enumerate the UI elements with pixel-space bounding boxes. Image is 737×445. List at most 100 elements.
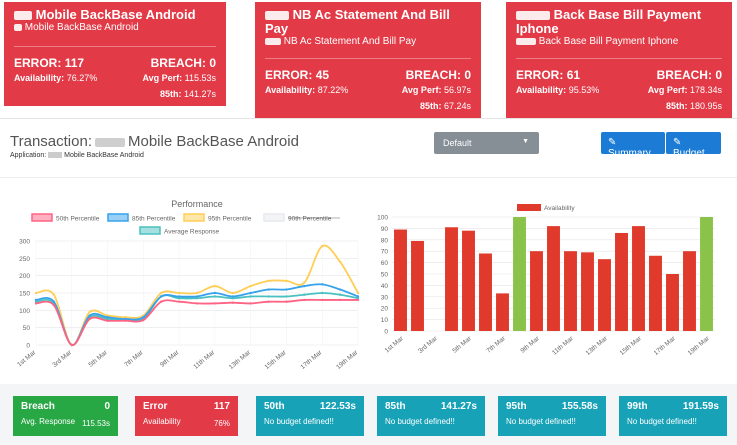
avg-perf-value: 56.97s [443, 85, 471, 95]
series-point [106, 319, 109, 322]
stat-sub-label: Avg. Response [21, 417, 76, 426]
series-point [34, 300, 38, 303]
card-subtitle: Mobile BackBase Android [14, 22, 216, 34]
redacted-block [516, 37, 536, 45]
stat-heading: Breach [21, 401, 55, 412]
stat-card-99th[interactable]: 99th 191.59s No budget defined!! [619, 396, 727, 436]
y-tick-label: 10 [381, 317, 389, 324]
p85-label: 85th: [159, 89, 182, 99]
x-tick-label: 13th Mar [228, 349, 253, 371]
performance-chart: Performance 50th Percentile 85th Percentil… [16, 199, 360, 371]
availability-bar [530, 251, 543, 331]
availability-bar [649, 255, 662, 331]
series-point [321, 298, 324, 302]
stat-card-breach[interactable]: Breach 0 Avg. Response 115.53s [13, 396, 118, 436]
series-point [52, 293, 56, 296]
series-point [52, 300, 56, 303]
transaction-name: Mobile BackBase Android [127, 133, 299, 150]
series-point [231, 295, 234, 298]
series-line [35, 292, 359, 346]
transaction-card-3[interactable]: Back Base Bill Payment Iphone Back Base … [506, 2, 732, 118]
legend-label: 85th Percentile [132, 216, 176, 223]
page-title: Transaction: Mobile BackBase Android [10, 133, 299, 150]
x-tick-label: 11th Mar [192, 349, 216, 371]
y-tick-label: 20 [381, 306, 389, 313]
availability-bar [479, 253, 492, 331]
application-line: Application: Mobile BackBase Android [10, 152, 144, 159]
availability-bar [615, 232, 628, 331]
legend-swatch [183, 213, 205, 222]
availability-bar [683, 251, 696, 331]
availability-bar [700, 217, 713, 331]
card-divider [265, 58, 471, 59]
y-tick-label: 40 [381, 283, 389, 290]
stat-sub-label: No budget defined!! [627, 417, 697, 426]
y-tick-label: 100 [377, 215, 388, 222]
stat-heading-value: 0 [104, 401, 110, 412]
series-point [249, 295, 252, 298]
legend-swatch [263, 213, 285, 222]
panel-divider [0, 177, 737, 178]
availability-value: 87.22% [317, 85, 349, 95]
x-tick-label: 19th Mar [335, 349, 360, 371]
stat-heading-value: 117 [213, 401, 230, 412]
stat-heading-value: 141.27s [440, 401, 477, 412]
series-point [285, 295, 288, 298]
x-tick-label: 9th Mar [159, 349, 181, 369]
stat-sub-value: 115.53s [82, 419, 110, 428]
availability-value: 95.53% [568, 85, 600, 95]
series-point [356, 295, 360, 298]
card-subtitle: NB Ac Statement And Bill Pay [265, 36, 471, 48]
availability-bar [581, 252, 594, 331]
card-title-text: Mobile BackBase Android [35, 7, 196, 22]
stat-card-95th[interactable]: 95th 155.58s No budget defined!! [498, 396, 606, 436]
series-point [34, 298, 38, 302]
series-point [142, 318, 145, 322]
stat-card-error[interactable]: Error 117 Availability 76% [135, 396, 238, 436]
availability-bar [598, 259, 611, 331]
breach-label: BREACH: [150, 56, 206, 70]
stat-heading: 50th [264, 401, 285, 412]
budget-button[interactable]: ✎ Budget [666, 132, 721, 159]
transaction-card-2[interactable]: NB Ac Statement And Bill Pay NB Ac State… [255, 2, 481, 118]
series-point [321, 283, 324, 286]
legend-label: 90th Percentile [288, 216, 332, 223]
summary-button[interactable]: ✎ Summary [601, 132, 665, 159]
series-point [34, 302, 38, 305]
series-point [177, 295, 181, 298]
card-title-text: NB Ac Statement And Bill Pay [265, 7, 450, 36]
legend-label: Average Response [164, 229, 220, 236]
series-point [124, 319, 127, 322]
series-point [249, 291, 252, 295]
avg-perf-label: Avg Perf: [401, 85, 442, 95]
y-tick-label: 150 [19, 291, 30, 298]
stat-card-50th[interactable]: 50th 122.53s No budget defined!! [256, 396, 364, 436]
series-point [195, 291, 199, 295]
view-dropdown[interactable]: Default ▼ [434, 132, 539, 154]
stat-heading: Error [143, 401, 168, 412]
avg-perf-value: 178.34s [689, 85, 722, 95]
p85-value: 180.95s [689, 101, 722, 111]
transaction-card-1[interactable]: Mobile BackBase Android Mobile BackBase … [4, 2, 226, 106]
chevron-down-icon: ▼ [522, 138, 529, 145]
series-point [321, 291, 324, 295]
x-tick-label: 13th Mar [585, 335, 610, 357]
series-point [195, 295, 199, 298]
x-tick-label: 9th Mar [519, 335, 541, 355]
p85-label: 85th: [419, 101, 442, 111]
series-point [231, 297, 234, 300]
series-point [231, 291, 234, 295]
error-value: 61 [566, 68, 581, 82]
budget-label: Budget [673, 148, 705, 159]
stat-heading-value: 155.58s [561, 401, 598, 412]
y-tick-label: 0 [26, 343, 30, 350]
legend-swatch [139, 226, 161, 235]
y-tick-label: 50 [23, 325, 31, 332]
stat-sub-label: Availability [143, 417, 181, 426]
stat-heading-value: 122.53s [319, 401, 356, 412]
series-point [267, 288, 270, 291]
stat-card-85th[interactable]: 85th 141.27s No budget defined!! [377, 396, 485, 436]
series-point [88, 317, 91, 321]
y-tick-label: 50 [381, 272, 389, 279]
series-point [231, 301, 234, 304]
